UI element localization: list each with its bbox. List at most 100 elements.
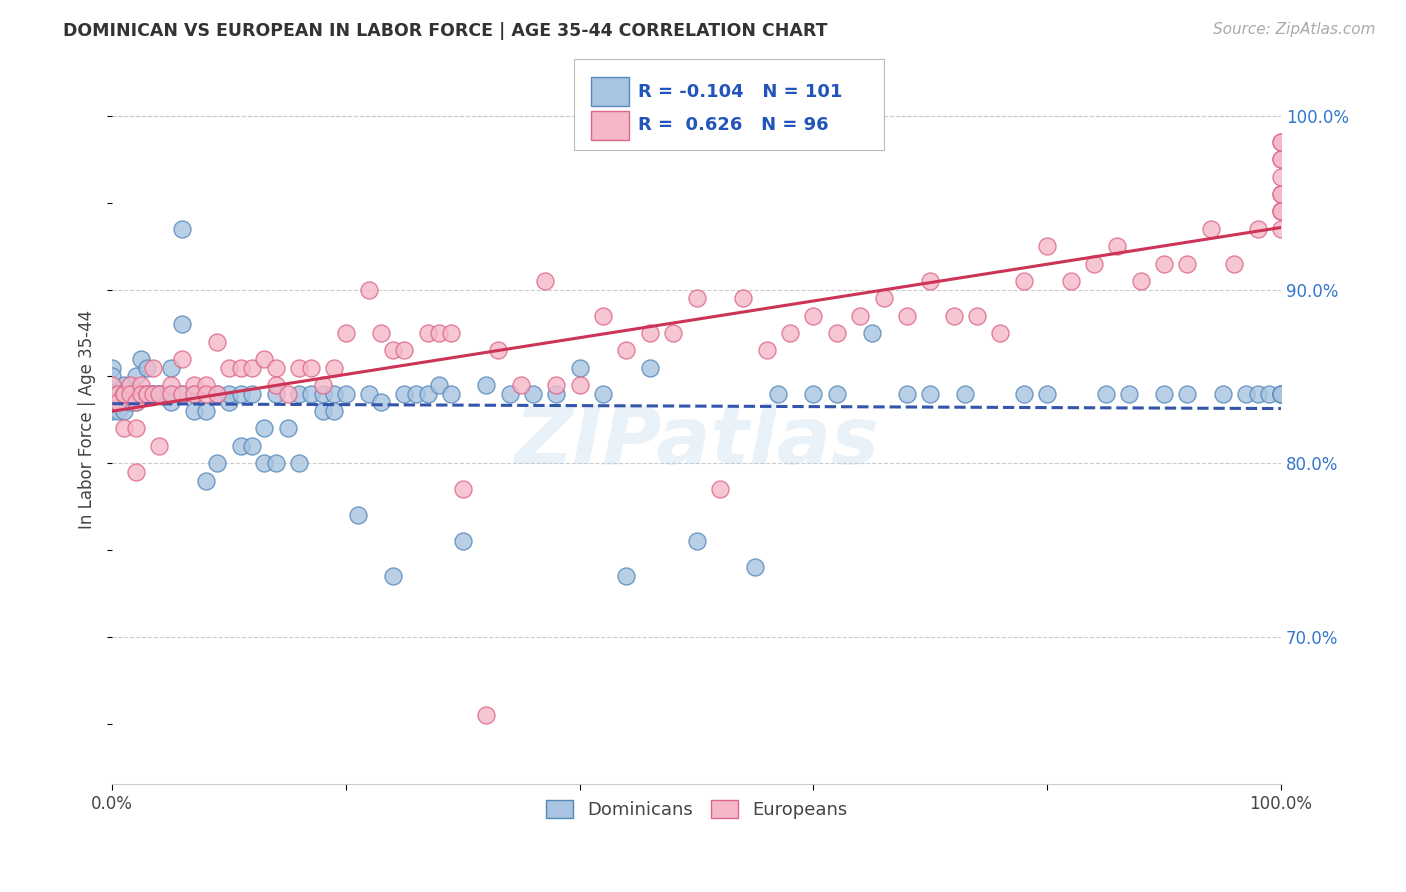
Point [638, 360, 661, 375]
Point [142, 360, 165, 375]
Point [1270, 169, 1292, 184]
Point [1212, 386, 1234, 401]
Point [381, 343, 404, 358]
Point [112, 386, 135, 401]
Point [194, 474, 217, 488]
Point [242, 386, 264, 401]
Point [616, 343, 638, 358]
Point [159, 386, 181, 401]
Point [148, 386, 170, 401]
Point [148, 386, 170, 401]
Point [112, 378, 135, 392]
Point [1153, 386, 1175, 401]
Point [440, 326, 463, 340]
Point [264, 456, 287, 470]
Point [1270, 135, 1292, 149]
Point [172, 351, 194, 366]
Point [207, 386, 229, 401]
Text: ZIPatlas: ZIPatlas [515, 402, 879, 481]
Point [194, 404, 217, 418]
Point [638, 326, 661, 340]
Point [451, 534, 474, 549]
Point [498, 386, 520, 401]
Point [416, 326, 439, 340]
Point [183, 386, 205, 401]
Point [486, 343, 509, 358]
Point [131, 386, 153, 401]
Point [896, 386, 918, 401]
Point [136, 386, 159, 401]
Point [323, 360, 346, 375]
Point [136, 386, 159, 401]
Point [616, 569, 638, 583]
Point [124, 395, 146, 409]
Point [1270, 386, 1292, 401]
Point [966, 309, 988, 323]
Point [124, 421, 146, 435]
Point [264, 360, 287, 375]
Point [101, 360, 124, 375]
Point [1012, 386, 1035, 401]
Point [1258, 386, 1281, 401]
Point [405, 386, 427, 401]
Point [148, 386, 170, 401]
Point [183, 378, 205, 392]
Text: Source: ZipAtlas.com: Source: ZipAtlas.com [1212, 22, 1375, 37]
Point [592, 309, 614, 323]
Point [142, 386, 165, 401]
Point [429, 326, 451, 340]
Point [370, 326, 392, 340]
Point [803, 309, 825, 323]
Point [311, 378, 333, 392]
Point [1234, 386, 1257, 401]
Point [1083, 256, 1105, 270]
Point [1118, 386, 1140, 401]
Point [475, 378, 498, 392]
FancyBboxPatch shape [592, 111, 628, 140]
Point [124, 386, 146, 401]
Point [101, 404, 124, 418]
Point [1270, 187, 1292, 202]
Point [159, 386, 181, 401]
Point [159, 360, 181, 375]
Point [592, 386, 614, 401]
Point [872, 291, 894, 305]
Point [172, 318, 194, 332]
Point [101, 378, 124, 392]
Point [1012, 274, 1035, 288]
Point [1270, 204, 1292, 219]
Point [299, 360, 322, 375]
Point [311, 404, 333, 418]
Point [1270, 153, 1292, 167]
Point [685, 534, 707, 549]
Point [685, 291, 707, 305]
Point [920, 274, 942, 288]
Point [323, 404, 346, 418]
Point [183, 386, 205, 401]
Point [242, 360, 264, 375]
Point [253, 351, 276, 366]
Point [311, 386, 333, 401]
Point [118, 378, 141, 392]
Point [1270, 204, 1292, 219]
Point [1270, 135, 1292, 149]
Point [335, 386, 357, 401]
Point [733, 291, 755, 305]
Point [159, 395, 181, 409]
Point [131, 351, 153, 366]
Point [218, 386, 240, 401]
Point [136, 386, 159, 401]
Point [1246, 386, 1268, 401]
Point [229, 360, 252, 375]
Point [990, 326, 1012, 340]
Point [1223, 256, 1246, 270]
Point [1129, 274, 1152, 288]
Point [172, 386, 194, 401]
Point [323, 386, 346, 401]
Point [107, 386, 129, 401]
Point [359, 283, 381, 297]
Point [118, 386, 141, 401]
Point [942, 309, 965, 323]
Point [101, 386, 124, 401]
Point [124, 465, 146, 479]
